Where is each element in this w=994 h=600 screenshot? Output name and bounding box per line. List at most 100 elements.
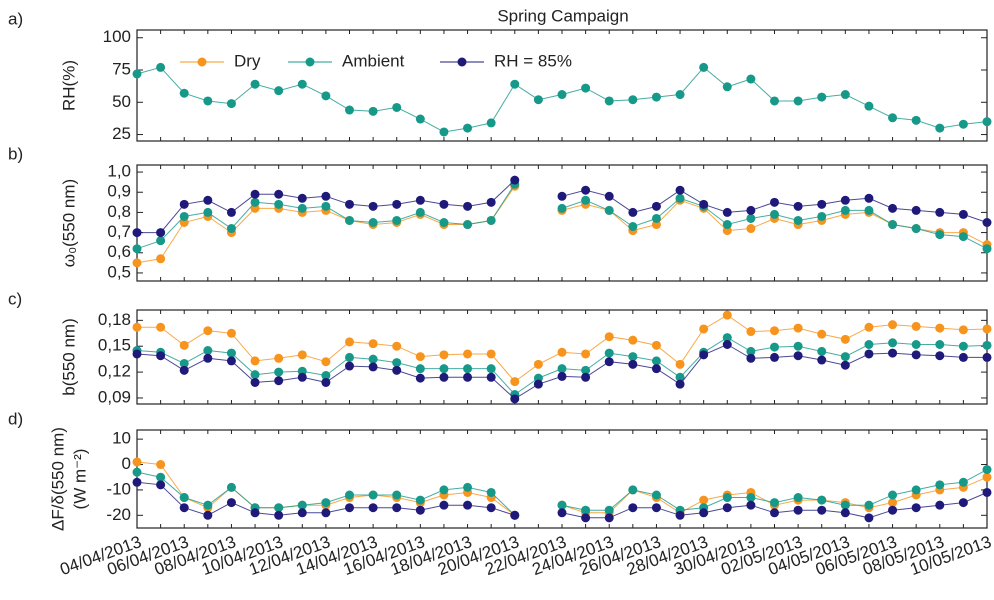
- data-point: [935, 123, 945, 133]
- data-point: [439, 364, 449, 374]
- data-point: [651, 503, 661, 513]
- data-point: [203, 510, 213, 520]
- data-point: [628, 222, 638, 232]
- data-point: [581, 195, 591, 205]
- data-point: [746, 500, 756, 510]
- data-point: [935, 339, 945, 349]
- data-point: [557, 191, 567, 201]
- data-point: [415, 195, 425, 205]
- data-point: [651, 490, 661, 500]
- data-point: [604, 348, 614, 358]
- data-point: [793, 201, 803, 211]
- data-point: [415, 505, 425, 515]
- data-point: [250, 377, 260, 387]
- data-point: [132, 477, 142, 487]
- data-point: [368, 490, 378, 500]
- data-point: [604, 357, 614, 367]
- data-point: [439, 217, 449, 227]
- data-point: [675, 193, 685, 203]
- data-point: [699, 62, 709, 72]
- data-point: [888, 490, 898, 500]
- y-axis-label: ΔF/δ(550 nm): [48, 427, 67, 531]
- data-point: [675, 379, 685, 389]
- y-tick-label: 0,7: [107, 222, 131, 241]
- data-point: [604, 191, 614, 201]
- data-point: [982, 324, 992, 334]
- data-point: [793, 493, 803, 503]
- data-point: [581, 349, 591, 359]
- data-point: [392, 365, 402, 375]
- data-point: [840, 195, 850, 205]
- y-tick-label: 50: [112, 92, 131, 111]
- data-point: [368, 201, 378, 211]
- data-point: [179, 199, 189, 209]
- data-point: [156, 460, 166, 470]
- data-point: [156, 322, 166, 332]
- data-point: [581, 365, 591, 375]
- data-point: [510, 510, 520, 520]
- data-point: [888, 320, 898, 330]
- data-point: [226, 207, 236, 217]
- data-point: [368, 354, 378, 364]
- data-point: [935, 351, 945, 361]
- data-point: [935, 480, 945, 490]
- data-point: [486, 487, 496, 497]
- data-point: [297, 193, 307, 203]
- data-point: [840, 508, 850, 518]
- data-point: [203, 346, 213, 356]
- legend-label: RH = 85%: [494, 51, 572, 70]
- data-point: [345, 105, 354, 115]
- data-point: [911, 115, 921, 125]
- data-point: [345, 199, 354, 209]
- data-point: [651, 356, 661, 366]
- y-tick-label: 0: [122, 454, 131, 473]
- data-point: [226, 356, 236, 366]
- data-point: [722, 339, 732, 349]
- data-point: [817, 92, 827, 102]
- data-point: [533, 379, 543, 389]
- data-point: [321, 371, 331, 381]
- y-tick-label: 0,18: [98, 310, 131, 329]
- y-tick-label: 100: [103, 27, 131, 46]
- data-point: [770, 352, 779, 362]
- plot-frame: [136, 164, 988, 282]
- data-point: [439, 199, 449, 209]
- y-tick-label: 0,9: [107, 182, 131, 201]
- data-point: [793, 96, 803, 106]
- data-point: [888, 348, 898, 358]
- data-point: [486, 118, 496, 128]
- data-point: [746, 224, 756, 234]
- data-point: [510, 394, 520, 404]
- data-point: [557, 347, 567, 357]
- plot-frame: [136, 29, 988, 142]
- data-point: [982, 244, 992, 254]
- data-point: [840, 500, 850, 510]
- data-point: [651, 364, 661, 374]
- data-point: [415, 495, 425, 505]
- data-point: [392, 490, 402, 500]
- panel-label: a): [8, 9, 23, 28]
- data-point: [699, 350, 709, 360]
- data-point: [982, 340, 992, 350]
- data-point: [203, 353, 213, 363]
- data-point: [581, 372, 591, 382]
- legend-marker: [305, 57, 315, 67]
- data-point: [132, 69, 142, 79]
- data-point: [911, 350, 921, 360]
- plot-frame: [136, 309, 988, 405]
- data-point: [864, 339, 874, 349]
- data-point: [463, 201, 473, 211]
- y-axis-label: ω₀(550 nm): [59, 179, 78, 267]
- data-point: [392, 341, 402, 351]
- data-point: [793, 215, 803, 225]
- data-point: [463, 349, 473, 359]
- data-point: [982, 487, 992, 497]
- data-point: [864, 101, 874, 111]
- data-point: [604, 96, 614, 106]
- data-point: [557, 203, 567, 213]
- data-point: [864, 193, 874, 203]
- y-tick-label: 25: [112, 124, 131, 143]
- legend-label: Dry: [234, 51, 261, 70]
- legend-marker: [457, 57, 467, 67]
- data-point: [793, 341, 803, 351]
